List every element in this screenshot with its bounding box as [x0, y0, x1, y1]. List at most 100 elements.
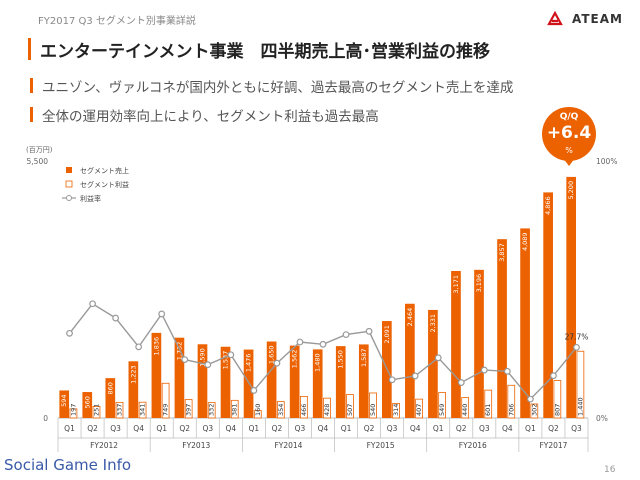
bullet-marker	[30, 78, 33, 93]
y-right-tick: 100%	[596, 157, 617, 166]
sales-bar	[82, 392, 93, 418]
profit-bar	[369, 392, 377, 419]
sales-data-label: 1,223	[129, 365, 137, 384]
x-tick-label: Q3	[295, 424, 306, 433]
sales-data-label: 1,650	[268, 346, 276, 365]
x-tick-label: Q4	[410, 424, 421, 433]
profit-data-label: 440	[461, 404, 469, 416]
sales-data-label: 4,866	[544, 196, 552, 215]
sales-bar	[335, 346, 346, 418]
sales-data-label: 1,836	[152, 337, 160, 356]
margin-point	[411, 372, 419, 380]
profit-data-label: 197	[69, 404, 77, 416]
profit-bar	[346, 394, 354, 419]
margin-point	[434, 354, 442, 362]
profit-data-label: 428	[323, 404, 331, 416]
profit-bar	[461, 397, 470, 419]
sales-bar	[566, 176, 577, 418]
qoq-badge: Q/Q +6.4 %	[542, 107, 596, 161]
x-tick-label: Q2	[87, 424, 98, 433]
footer-brand: Social Game Info	[4, 456, 132, 474]
bullet-marker	[30, 107, 33, 122]
profit-bar	[300, 395, 308, 419]
profit-bar	[507, 384, 516, 419]
profit-data-label: 314	[392, 404, 400, 416]
profit-data-label: 549	[438, 404, 446, 416]
sales-bar	[497, 239, 507, 418]
sales-bar	[174, 337, 185, 418]
year-group-label: FY2016	[459, 441, 487, 450]
profit-data-label: 341	[139, 404, 147, 416]
profit-bar	[184, 399, 193, 419]
sales-data-label: 2,091	[383, 325, 391, 344]
profit-bar	[415, 398, 423, 419]
x-tick-label: Q1	[64, 424, 75, 433]
page-title: エンターテインメント事業 四半期売上高･営業利益の推移	[40, 42, 490, 62]
badge-pointer	[563, 158, 575, 166]
sales-bar	[543, 192, 553, 418]
margin-point	[319, 340, 327, 348]
sales-data-label: 2,464	[406, 308, 414, 327]
x-tick-label: Q1	[525, 424, 536, 433]
x-tick-label: Q4	[502, 424, 513, 433]
sales-bar	[151, 332, 162, 418]
sales-data-label: 1,537	[222, 351, 230, 370]
profit-bar	[92, 405, 101, 419]
profit-data-label: 807	[553, 404, 561, 416]
legend-swatch-sales	[66, 167, 72, 173]
profit-bar	[438, 392, 446, 419]
sales-data-label: 1,590	[198, 348, 206, 367]
sales-bar	[428, 309, 438, 418]
sales-data-label: 1,476	[245, 354, 253, 373]
sales-data-label: 4,089	[521, 232, 529, 251]
x-tick-label: Q2	[364, 424, 375, 433]
margin-point	[573, 343, 580, 351]
sales-data-label: 1,732	[175, 342, 183, 361]
margin-point	[89, 300, 96, 308]
profit-bar	[323, 397, 331, 419]
x-tick-label: Q1	[341, 424, 352, 433]
badge-unit: %	[565, 146, 573, 155]
profit-data-label: 749	[162, 404, 170, 416]
margin-point	[158, 310, 166, 318]
x-tick-label: Q3	[571, 424, 582, 433]
sales-bar	[266, 341, 277, 418]
year-group-label: FY2015	[367, 441, 395, 450]
profit-data-label: 507	[346, 404, 354, 416]
sales-bar	[59, 390, 70, 418]
margin-point	[296, 338, 304, 346]
profit-bar	[253, 410, 262, 419]
margin-point	[227, 351, 235, 359]
sales-data-label: 3,196	[475, 274, 483, 293]
profit-bar	[484, 389, 493, 419]
x-tick-label: Q4	[318, 424, 329, 433]
profit-data-label: 601	[484, 404, 492, 416]
year-group-label: FY2012	[90, 441, 118, 450]
x-tick-label: Q3	[479, 424, 490, 433]
margin-point	[204, 361, 212, 369]
profit-bar	[530, 403, 539, 419]
profit-data-label: 332	[208, 404, 216, 416]
breadcrumb: FY2017 Q3 セグメント別事業詳説	[38, 16, 196, 27]
y-right-tick: 0%	[596, 414, 608, 423]
profit-data-label: 540	[369, 404, 377, 416]
profit-data-label: 466	[300, 404, 308, 416]
margin-point	[112, 314, 120, 322]
margin-point	[457, 379, 465, 386]
sales-data-label: 1,562	[291, 350, 299, 369]
x-tick-label: Q3	[110, 424, 121, 433]
profit-bar	[276, 401, 285, 419]
sales-data-label: 1,587	[360, 348, 368, 367]
margin-point	[550, 372, 557, 380]
legend-label: セグメント売上	[80, 166, 129, 175]
x-tick-label: Q2	[456, 424, 467, 433]
sales-bar	[451, 270, 461, 418]
x-tick-label: Q2	[548, 424, 559, 433]
profit-bar	[230, 399, 239, 419]
margin-point	[250, 387, 258, 394]
profit-data-label: 302	[530, 404, 538, 416]
margin-point	[480, 366, 488, 374]
profit-data-label: 354	[277, 404, 285, 416]
sales-bar	[520, 228, 530, 418]
x-tick-label: Q1	[249, 424, 260, 433]
